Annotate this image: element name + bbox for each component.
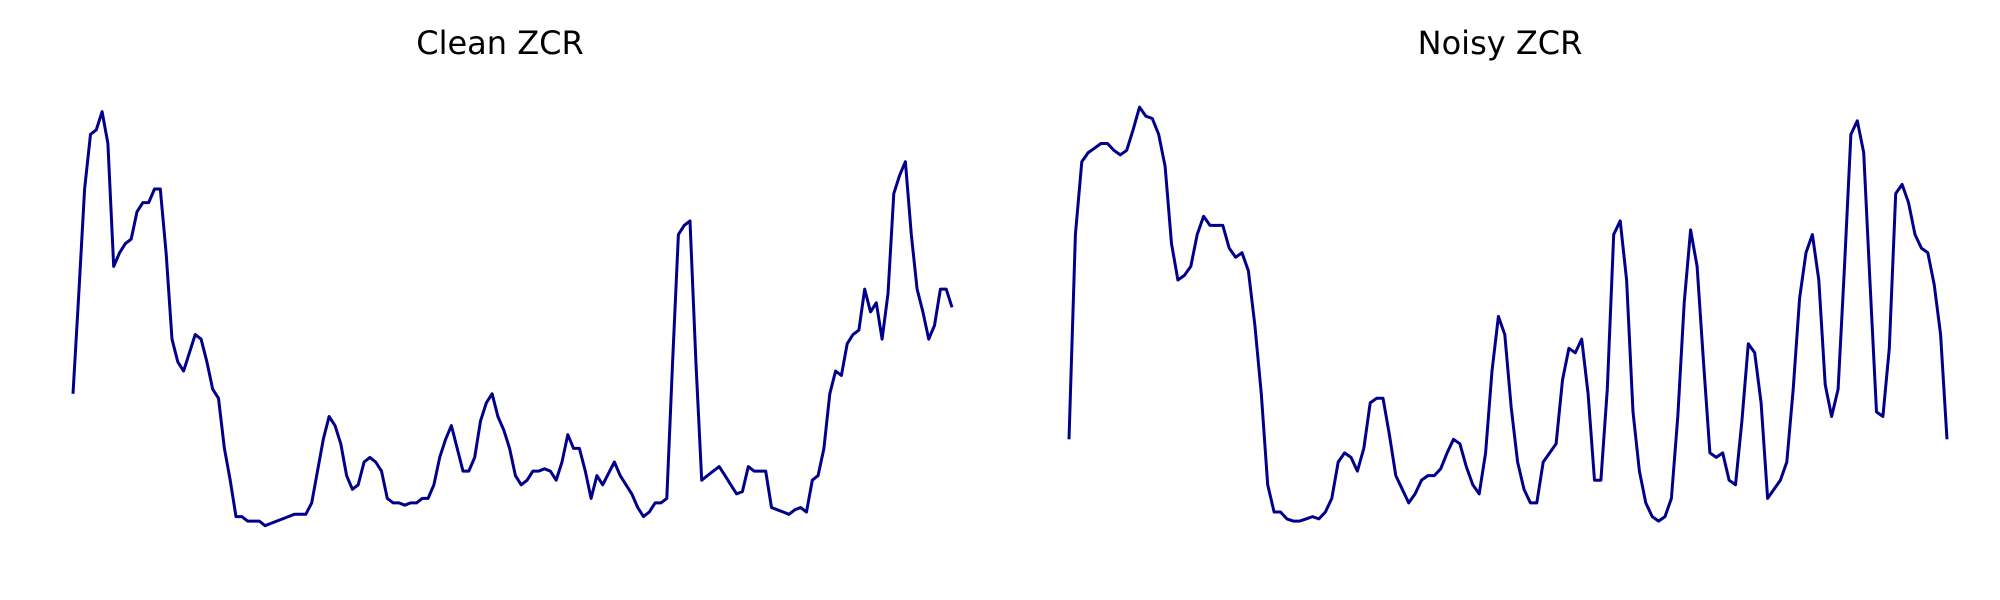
chart-panel-noisy: Noisy ZCR	[1000, 0, 2000, 600]
line-chart-clean	[71, 110, 954, 528]
chart-title-clean: Clean ZCR	[416, 24, 584, 62]
chart-panel-clean: Clean ZCR	[71, 24, 954, 528]
series-line-noisy-zcr	[1067, 105, 1949, 523]
series-line-clean-zcr	[71, 110, 954, 528]
chart-title-noisy: Noisy ZCR	[1417, 24, 1583, 62]
line-chart-noisy	[1067, 105, 1949, 523]
